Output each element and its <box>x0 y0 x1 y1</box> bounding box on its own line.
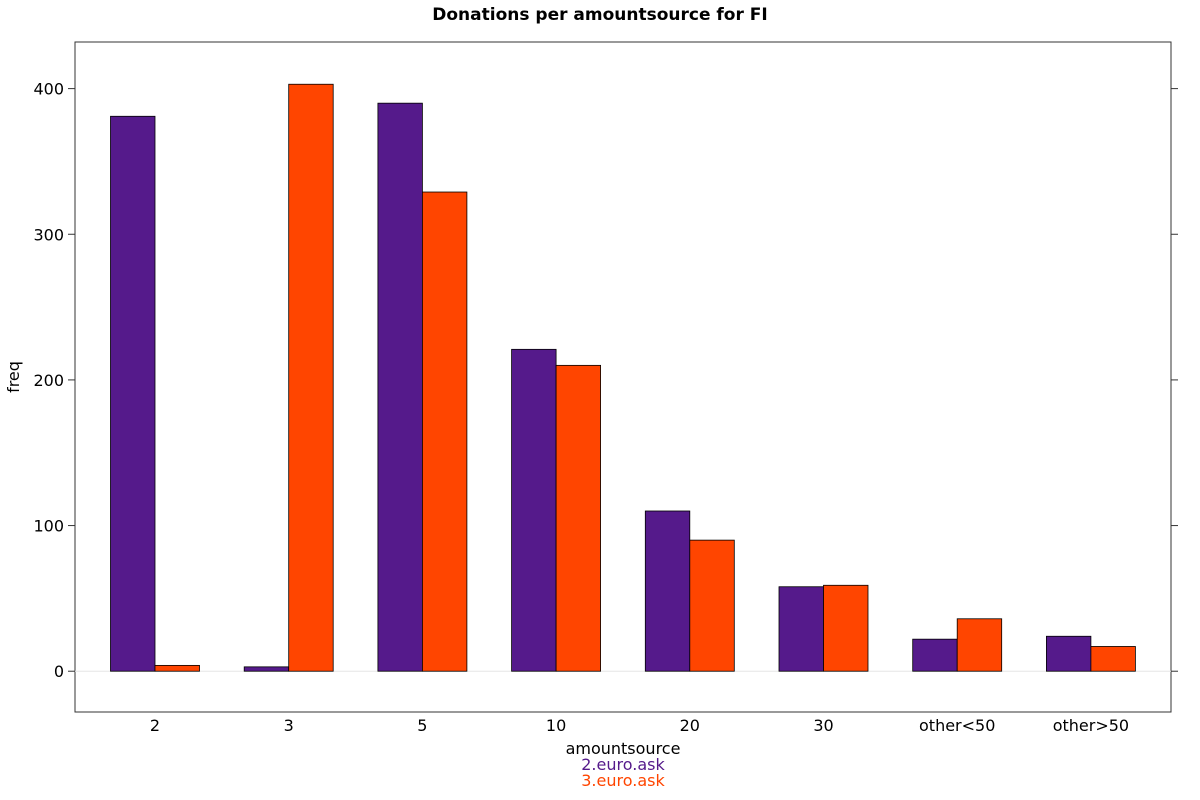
bar-2.euro.ask-2 <box>110 115 156 672</box>
bar-3.euro.ask-30 <box>823 584 869 672</box>
bar-2.euro.ask-other<50 <box>912 638 958 672</box>
bar-2.euro.ask-5 <box>377 102 423 672</box>
bar-2.euro.ask-3 <box>243 666 290 672</box>
chart-title: Donations per amountsource for FI <box>432 5 767 25</box>
y-axis: 0 100 200 300 400 <box>33 80 1178 681</box>
x-tick-label: 5 <box>417 716 427 735</box>
bar-3.euro.ask-2 <box>154 664 200 672</box>
bar-3.euro.ask-5 <box>421 191 468 672</box>
x-tick-label: other>50 <box>1053 716 1129 735</box>
x-tick-label: other<50 <box>919 716 995 735</box>
x-tick-label: 20 <box>680 716 700 735</box>
bars-group <box>110 83 1136 672</box>
bar-3.euro.ask-3 <box>288 83 334 672</box>
legend-entry-3.euro.ask: 3.euro.ask <box>581 771 665 790</box>
x-tick-label: 10 <box>546 716 566 735</box>
y-tick-label: 100 <box>33 517 64 536</box>
bar-3.euro.ask-other<50 <box>956 618 1003 672</box>
bar-3.euro.ask-10 <box>555 364 601 672</box>
bar-2.euro.ask-10 <box>511 348 557 672</box>
y-tick-label: 400 <box>33 80 64 99</box>
x-tick-label: 3 <box>284 716 294 735</box>
bar-2.euro.ask-other>50 <box>1046 635 1092 672</box>
plot-frame <box>74 41 1172 713</box>
y-axis-label: freq <box>4 361 23 393</box>
x-axis: 2 3 5 10 20 30 other<50 other>50 <box>150 716 1129 735</box>
legend-entry-2.euro.ask: 2.euro.ask <box>581 755 665 774</box>
x-tick-label: 30 <box>813 716 833 735</box>
y-tick-label: 200 <box>33 371 64 390</box>
x-tick-label: 2 <box>150 716 160 735</box>
bar-2.euro.ask-20 <box>644 510 691 672</box>
y-tick-label: 300 <box>33 225 64 244</box>
x-axis-label: amountsource <box>566 739 681 758</box>
bar-3.euro.ask-20 <box>689 539 735 672</box>
bar-3.euro.ask-other>50 <box>1090 646 1136 672</box>
bar-2.euro.ask-30 <box>778 586 824 672</box>
y-tick-label: 0 <box>54 662 64 681</box>
